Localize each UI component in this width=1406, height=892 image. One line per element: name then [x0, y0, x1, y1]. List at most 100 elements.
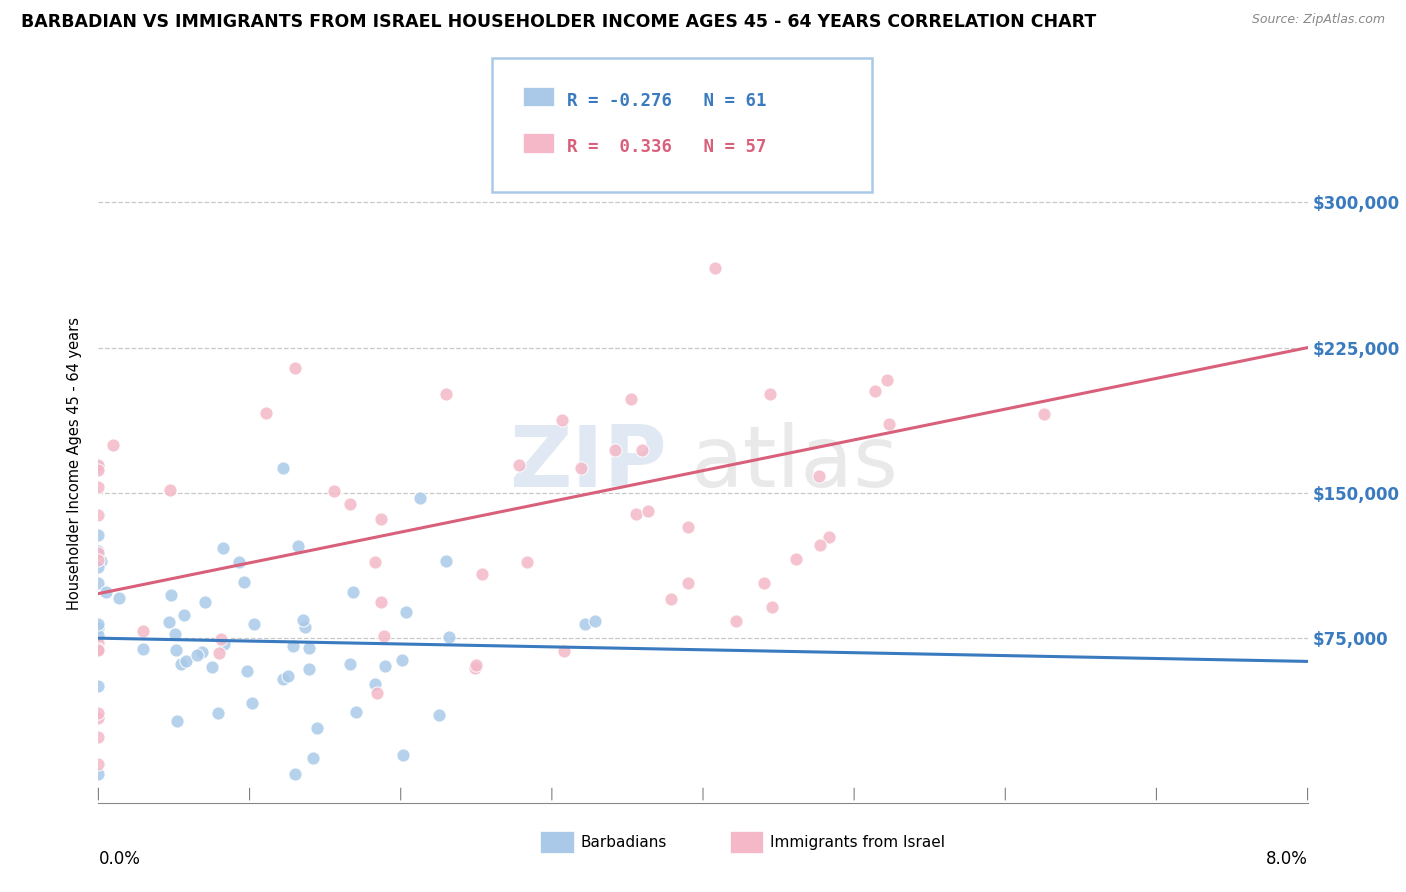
Point — [807, 469, 830, 483]
Point — [464, 661, 486, 675]
Point — [761, 600, 783, 615]
Point — [131, 624, 153, 639]
Point — [165, 643, 187, 657]
Point — [190, 645, 212, 659]
Point — [364, 555, 387, 569]
Point — [193, 595, 215, 609]
Point — [294, 620, 316, 634]
Point — [339, 657, 361, 671]
Point — [87, 636, 110, 650]
Point — [863, 384, 886, 398]
Point — [87, 616, 110, 631]
Point — [569, 461, 592, 475]
Point — [209, 632, 232, 647]
Point — [170, 657, 193, 671]
Point — [87, 706, 110, 721]
Point — [87, 462, 110, 476]
Point — [620, 392, 643, 407]
Point — [471, 567, 494, 582]
Point — [271, 460, 294, 475]
Point — [626, 507, 648, 521]
Text: atlas: atlas — [690, 422, 898, 506]
Point — [176, 654, 198, 668]
Point — [228, 556, 250, 570]
Point — [323, 483, 346, 498]
Point — [87, 642, 110, 657]
Point — [374, 658, 396, 673]
Point — [271, 673, 294, 687]
Text: Immigrants from Israel: Immigrants from Israel — [770, 835, 945, 849]
Text: R = -0.276   N = 61: R = -0.276 N = 61 — [567, 92, 766, 110]
Point — [236, 664, 259, 678]
Point — [87, 508, 110, 523]
Point — [254, 406, 277, 420]
Point — [90, 554, 112, 568]
Point — [243, 617, 266, 632]
Point — [87, 527, 110, 541]
Point — [277, 669, 299, 683]
Point — [87, 544, 110, 558]
Point — [754, 576, 776, 591]
Point — [233, 574, 256, 589]
Y-axis label: Householder Income Ages 45 - 64 years: Householder Income Ages 45 - 64 years — [67, 318, 83, 610]
Point — [173, 607, 195, 622]
Point — [366, 686, 388, 700]
Point — [157, 615, 180, 630]
Text: Source: ZipAtlas.com: Source: ZipAtlas.com — [1251, 13, 1385, 27]
Point — [301, 750, 323, 764]
Point — [87, 458, 110, 473]
Point — [305, 721, 328, 735]
Point — [391, 747, 413, 762]
Point — [437, 630, 460, 644]
Point — [551, 413, 574, 427]
Point — [516, 555, 538, 569]
Point — [87, 560, 110, 574]
Point — [281, 639, 304, 653]
Point — [391, 653, 413, 667]
Point — [201, 660, 224, 674]
Point — [364, 676, 387, 690]
Point — [160, 588, 183, 602]
Point — [427, 708, 450, 723]
Text: 0.0%: 0.0% — [98, 850, 141, 868]
Point — [87, 576, 110, 591]
Text: R =  0.336   N = 57: R = 0.336 N = 57 — [567, 138, 766, 156]
Point — [370, 512, 392, 526]
Point — [284, 766, 307, 780]
Point — [676, 520, 699, 534]
Point — [87, 621, 110, 635]
Point — [298, 662, 321, 676]
Text: ZIP: ZIP — [509, 422, 666, 506]
Point — [87, 641, 110, 656]
Point — [87, 480, 110, 494]
Point — [724, 614, 747, 628]
Point — [409, 491, 432, 505]
Point — [344, 705, 367, 719]
Point — [94, 585, 117, 599]
Point — [785, 552, 807, 566]
Point — [659, 591, 682, 606]
Point — [373, 629, 395, 643]
Point — [465, 657, 488, 672]
Point — [186, 648, 208, 662]
Point — [208, 646, 231, 660]
Point — [1033, 407, 1056, 421]
Point — [87, 628, 110, 642]
Point — [207, 706, 229, 720]
Point — [434, 386, 457, 401]
Text: BARBADIAN VS IMMIGRANTS FROM ISRAEL HOUSEHOLDER INCOME AGES 45 - 64 YEARS CORREL: BARBADIAN VS IMMIGRANTS FROM ISRAEL HOUS… — [21, 13, 1097, 31]
Point — [434, 554, 457, 568]
Point — [287, 539, 309, 553]
Point — [637, 504, 659, 518]
Point — [370, 594, 392, 608]
Point — [292, 614, 315, 628]
Point — [583, 614, 606, 628]
Point — [87, 553, 110, 567]
Point — [159, 483, 181, 497]
Point — [508, 458, 530, 473]
Point — [131, 641, 153, 656]
Point — [876, 373, 898, 387]
Point — [574, 617, 596, 632]
Point — [212, 637, 235, 651]
Point — [339, 497, 361, 511]
